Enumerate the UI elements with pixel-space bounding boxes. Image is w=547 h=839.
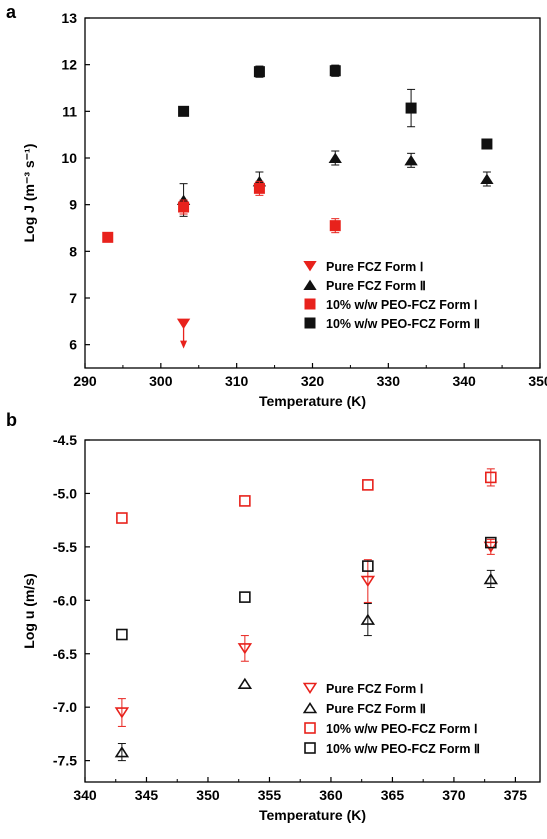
data-point [237, 643, 253, 655]
data-point [178, 105, 190, 117]
x-tick-label: 320 [301, 373, 325, 389]
x-tick-label: 330 [377, 373, 401, 389]
data-point [114, 707, 130, 719]
legend-marker [304, 298, 316, 310]
x-tick-label: 340 [452, 373, 476, 389]
data-point [176, 318, 191, 330]
series-4 [178, 64, 493, 150]
data-point [405, 102, 417, 114]
series-2 [176, 150, 494, 217]
limit-arrow-head [180, 340, 188, 349]
data-point [362, 479, 374, 491]
x-tick-label: 340 [73, 787, 97, 803]
x-tick-label: 345 [135, 787, 159, 803]
legend-marker [302, 702, 318, 714]
series-1 [176, 318, 191, 349]
y-tick-label: -4.5 [53, 432, 77, 448]
y-tick-label: -7.0 [53, 699, 77, 715]
data-point [237, 677, 253, 689]
x-tick-label: 355 [258, 787, 282, 803]
x-tick-label: 290 [73, 373, 97, 389]
data-point [485, 536, 497, 549]
legend-label: 10% w/w PEO-FCZ Form Ⅱ [326, 317, 480, 331]
series-1 [114, 538, 499, 727]
y-tick-label: 13 [61, 10, 77, 26]
legend-label: 10% w/w PEO-FCZ Form Ⅰ [326, 298, 478, 312]
legend-label: Pure FCZ Form Ⅰ [326, 682, 423, 696]
x-tick-label: 350 [196, 787, 220, 803]
plot-frame [84, 439, 541, 783]
data-point [116, 628, 128, 641]
data-point [329, 220, 341, 232]
y-tick-label: 7 [69, 290, 77, 306]
legend-marker [302, 682, 318, 694]
x-tick-label: 300 [149, 373, 173, 389]
data-point [239, 495, 251, 507]
y-tick-label: 11 [62, 103, 77, 119]
legend: Pure FCZ Form Ⅰ Pure FCZ Form Ⅱ 10% w/w PE… [302, 682, 480, 756]
x-tick-label: 365 [381, 787, 405, 803]
x-tick-label: 350 [528, 373, 547, 389]
data-point [239, 591, 251, 603]
y-tick-label: -6.5 [53, 646, 77, 662]
data-point [360, 613, 376, 625]
data-point [480, 173, 494, 184]
legend-marker [303, 279, 317, 290]
plot-frame [84, 17, 541, 369]
legend-label: Pure FCZ Form Ⅱ [326, 279, 426, 293]
legend-marker [304, 742, 316, 754]
panel-b-label: b [6, 410, 17, 430]
data-point [483, 572, 499, 585]
y-tick-label: -7.5 [53, 753, 77, 769]
x-tick-label: 360 [319, 787, 343, 803]
data-point [328, 152, 342, 163]
series-2 [114, 569, 499, 762]
x-tick-label: 370 [442, 787, 466, 803]
series-3 [116, 468, 497, 524]
legend-label: 10% w/w PEO-FCZ Form Ⅱ [326, 742, 480, 756]
legend-marker [304, 722, 316, 734]
data-point [114, 746, 130, 758]
chart-panel-a: 290 300 310 320 330 340 350 6 7 8 9 10 11 12 13 Tempera… [21, 10, 547, 409]
data-point [362, 560, 374, 572]
y-tick-label: -5.5 [53, 539, 77, 555]
series-3 [102, 180, 341, 243]
legend-marker [304, 317, 316, 329]
y-tick-label: 8 [69, 243, 77, 259]
x-axis-title: Temperature (K) [259, 393, 366, 409]
data-point [360, 575, 376, 588]
x-tick-label: 310 [225, 373, 249, 389]
x-axis-title: Temperature (K) [259, 807, 366, 823]
legend-marker [303, 261, 317, 272]
y-axis-title: Log J (m⁻³ s⁻¹) [21, 144, 37, 243]
chart-panel-b: 340 345 350 355 360 365 370 375 -4.5 -5.0 -5.5 -6.0… [21, 432, 541, 823]
data-point [485, 471, 497, 484]
data-point [404, 154, 418, 166]
x-tick-label: 375 [504, 787, 528, 803]
y-tick-label: 6 [69, 337, 77, 353]
legend-label: Pure FCZ Form Ⅱ [326, 702, 426, 716]
data-point [116, 512, 128, 524]
legend-label: Pure FCZ Form Ⅰ [326, 260, 423, 274]
legend: Pure FCZ Form Ⅰ Pure FCZ Form Ⅱ 10% w/w PE… [303, 260, 480, 331]
y-axis-title: Log u (m/s) [21, 573, 37, 648]
y-tick-label: 10 [61, 150, 77, 166]
panel-a-label: a [6, 2, 17, 22]
series-4 [116, 536, 497, 641]
y-tick-label: -5.0 [53, 485, 77, 501]
data-point [178, 201, 190, 213]
data-point [329, 65, 341, 77]
data-point [253, 182, 265, 194]
data-point [253, 66, 265, 78]
y-tick-label: 12 [61, 57, 77, 73]
y-tick-label: 9 [69, 197, 77, 213]
y-tick-label: -6.0 [53, 592, 77, 608]
data-point [481, 138, 493, 150]
legend-label: 10% w/w PEO-FCZ Form Ⅰ [326, 722, 478, 736]
data-point [102, 231, 114, 243]
